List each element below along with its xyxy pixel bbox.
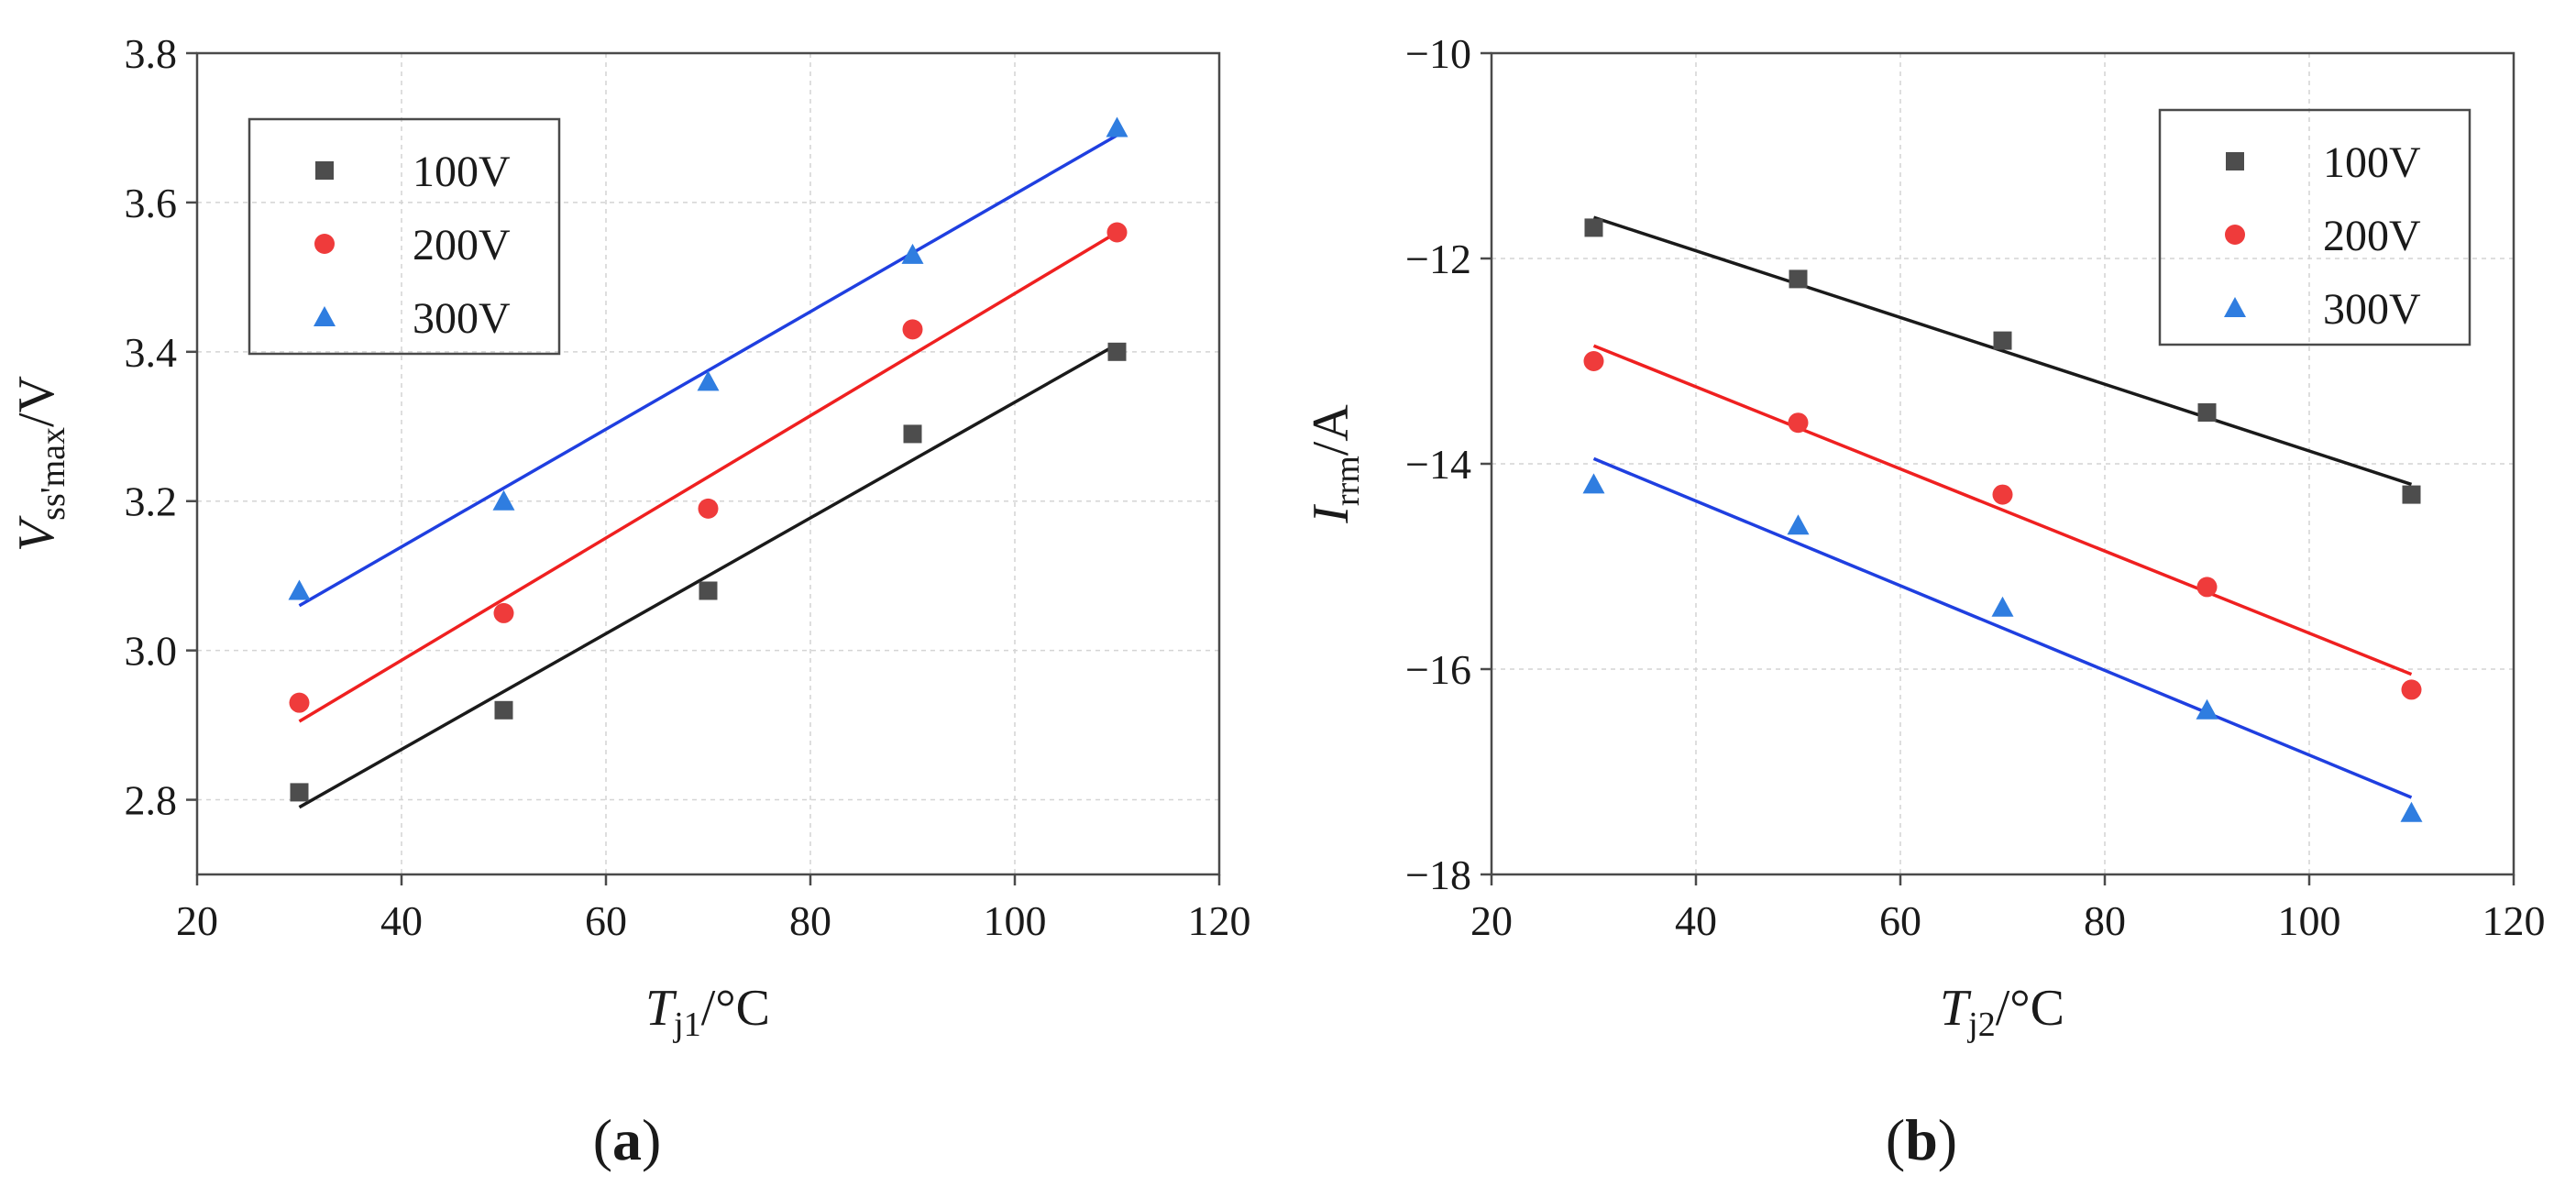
panel-b-point-100v: [2197, 403, 2217, 422]
panel-b-x-tick-label: 100: [2278, 897, 2341, 944]
panel-b-legend-marker-200v: [2225, 225, 2245, 245]
panel-b-point-200v: [1992, 484, 2013, 505]
panel-a-point-300v: [492, 489, 515, 511]
panel-a-x-tick-label: 100: [984, 897, 1047, 944]
panel-a-point-200v: [698, 498, 719, 519]
panel-a-legend-marker-200v: [314, 234, 335, 254]
panel-a-plot-frame: [195, 51, 1221, 876]
panel-a-y-tick-label: 3.0: [125, 628, 178, 675]
panel-b-point-300v: [1991, 596, 2014, 617]
panel-a-x-tick-label: 20: [176, 897, 218, 944]
panel-b-chart: 20 40 60 80 100 120 −18 −16 −14 −12 −10 100V 200V 30…: [1303, 30, 2546, 1172]
panel-a-point-100v: [494, 700, 513, 720]
panel-b-point-100v: [1584, 218, 1603, 237]
panel-b-label: (b): [1886, 1107, 1957, 1172]
panel-a-y-tick-label: 3.2: [125, 478, 178, 525]
panel-a-point-200v: [493, 602, 514, 623]
panel-a-legend-label-100v: 100V: [413, 148, 511, 196]
panel-b-x-tick-label: 60: [1879, 897, 1921, 944]
panel-a-legend: 100V 200V 300V: [248, 117, 561, 356]
panel-a-point-100v: [699, 581, 718, 600]
panel-b-fit-line-300v: [1592, 456, 2413, 799]
panel-b-x-axis-label: Tj2/°C: [1940, 980, 2064, 1044]
panel-a-point-200v: [902, 319, 923, 340]
panel-b-legend-label-300v: 300V: [2323, 285, 2421, 334]
panel-b-legend-marker-100v: [2226, 152, 2244, 170]
panel-a-x-tick-label: 80: [789, 897, 831, 944]
panel-a-point-300v: [1106, 116, 1128, 137]
panel-a-legend-marker-300v: [314, 306, 336, 326]
panel-b-y-tick-label: −14: [1405, 441, 1471, 488]
panel-b-legend-label-100v: 100V: [2323, 138, 2421, 187]
panel-a-point-300v: [901, 243, 924, 264]
panel-b-point-300v: [2196, 698, 2218, 720]
panel-a-legend-label-200v: 200V: [413, 221, 511, 269]
panel-a-fit-line-100v: [298, 343, 1118, 809]
panel-b-point-200v: [2401, 679, 2422, 700]
panel-a-point-300v: [697, 370, 720, 391]
panel-a-legend-label-300v: 300V: [413, 294, 511, 343]
panel-b-x-tick-label: 120: [2482, 897, 2546, 944]
panel-a-point-200v: [1106, 222, 1128, 243]
panel-a-y-tick-label: 3.4: [125, 329, 178, 376]
panel-a-point-300v: [288, 579, 311, 600]
panel-a-y-tick-label: 2.8: [125, 777, 178, 824]
panel-b-legend-label-200v: 200V: [2323, 212, 2421, 260]
panel-a-y-tick-label: 3.8: [125, 30, 178, 77]
panel-b-y-axis-label: Irrm/A: [1303, 404, 1367, 524]
panel-b-x-tick-label: 80: [2084, 897, 2126, 944]
panel-b-point-100v: [2402, 485, 2421, 504]
panel-b-point-100v: [1993, 331, 2012, 350]
panel-a-legend-box: [248, 117, 561, 356]
panel-b-point-100v: [1789, 269, 1808, 289]
panel-b-point-200v: [1788, 412, 1809, 434]
panel-a-fit-line-200v: [298, 230, 1118, 723]
panel-b-x-tick-label: 40: [1675, 897, 1717, 944]
panel-a-x-tick-label: 60: [585, 897, 627, 944]
panel-b-legend-marker-300v: [2224, 297, 2246, 317]
panel-b-y-tick-label: −16: [1405, 646, 1471, 693]
panel-a-x-tick-label: 40: [380, 897, 423, 944]
panel-b-fit-line-200v: [1592, 344, 2413, 676]
panel-b-point-300v: [2400, 801, 2423, 822]
panel-a-point-100v: [290, 783, 309, 802]
panel-a-point-100v: [1107, 342, 1127, 361]
panel-a-label: (a): [593, 1107, 662, 1172]
panel-b-y-tick-label: −10: [1405, 30, 1471, 77]
panel-a-fit-line-300v: [298, 134, 1118, 608]
panel-b-y-tick-label: −12: [1405, 236, 1471, 282]
panel-a-point-200v: [289, 692, 310, 713]
panel-b-fit-line-100v: [1592, 215, 2413, 487]
panel-a-legend-marker-100v: [315, 161, 334, 180]
panel-b-point-300v: [1582, 473, 1605, 494]
panel-b-x-tick-label: 20: [1470, 897, 1513, 944]
panel-b-point-200v: [2196, 577, 2218, 598]
panel-b-point-200v: [1583, 351, 1604, 371]
panel-a-y-tick-label: 3.6: [125, 180, 178, 226]
panel-b-legend-box: [2158, 108, 2471, 346]
panel-b-legend: 100V 200V 300V: [2158, 108, 2471, 346]
panel-a-y-axis-label: Vss'max/V: [8, 376, 72, 552]
panel-a-x-axis-label: Tj1/°C: [645, 980, 770, 1044]
panel-a-chart: 20 40 60 80 100 120 2.8 3.0 3.2 3.4 3.6 3.8 100V 200…: [8, 30, 1251, 1172]
panel-b-point-300v: [1787, 514, 1810, 535]
panel-b-y-tick-label: −18: [1405, 852, 1471, 898]
panel-a-point-100v: [903, 424, 922, 444]
panel-a-x-tick-label: 120: [1188, 897, 1251, 944]
